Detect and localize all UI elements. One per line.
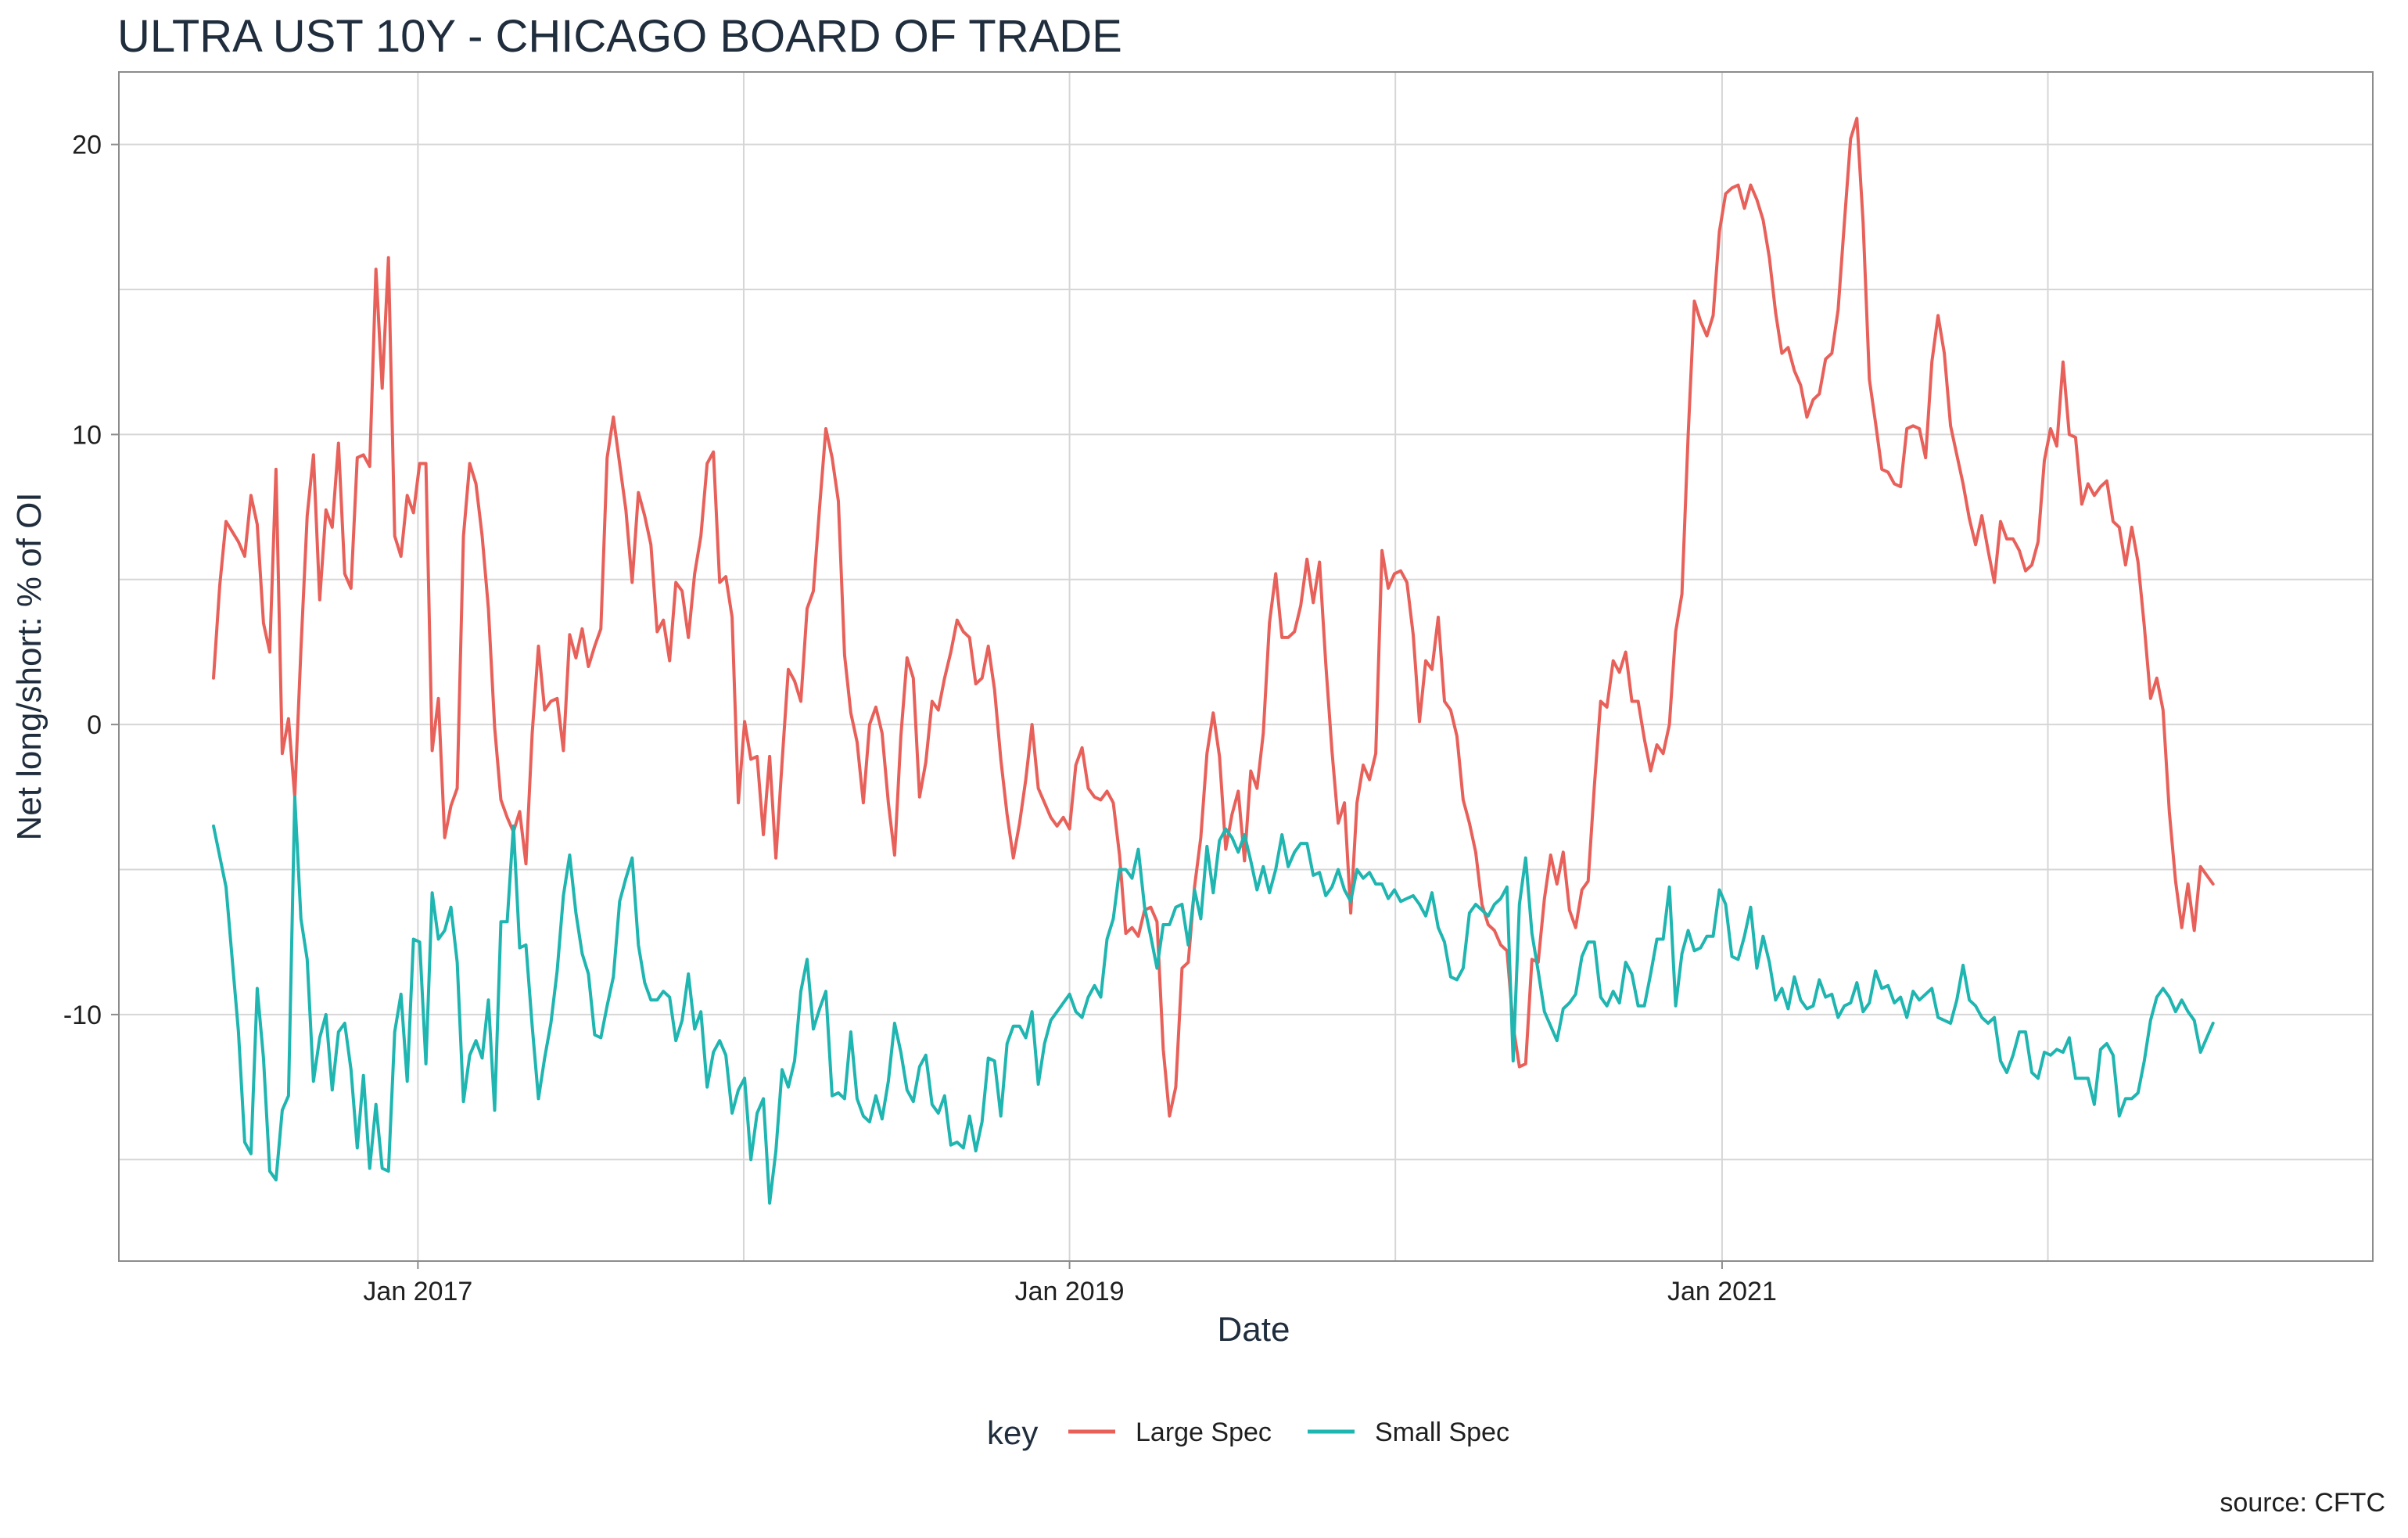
y-axis-ticks: -10 0 10 20 bbox=[63, 131, 119, 1030]
x-tick-label: Jan 2017 bbox=[363, 1277, 472, 1306]
x-axis-title: Date bbox=[1218, 1310, 1290, 1349]
series-line-small-spec bbox=[212, 795, 2215, 1205]
plot-panel-border bbox=[118, 71, 2374, 1262]
y-tick-label: 20 bbox=[72, 131, 102, 160]
x-axis-ticks: Jan 2017 Jan 2019 Jan 2021 bbox=[363, 1261, 1777, 1306]
legend-label-small-spec: Small Spec bbox=[1375, 1418, 1509, 1447]
legend-label-large-spec: Large Spec bbox=[1136, 1418, 1272, 1447]
y-tick-label: 0 bbox=[87, 710, 102, 740]
x-tick-label: Jan 2021 bbox=[1667, 1277, 1777, 1306]
chart-title: ULTRA UST 10Y - CHICAGO BOARD OF TRADE bbox=[117, 11, 1122, 62]
y-tick-label: -10 bbox=[63, 1001, 102, 1030]
y-axis-title: Net long/short: % of OI bbox=[10, 492, 48, 840]
x-tick-label: Jan 2019 bbox=[1015, 1277, 1125, 1306]
legend: key Large Spec Small Spec bbox=[987, 1414, 1509, 1451]
series-line-large-spec bbox=[212, 117, 2215, 1118]
y-tick-label: 10 bbox=[72, 420, 102, 450]
series-lines bbox=[212, 117, 2215, 1205]
legend-title: key bbox=[987, 1414, 1038, 1451]
source-caption: source: CFTC bbox=[2220, 1488, 2385, 1518]
